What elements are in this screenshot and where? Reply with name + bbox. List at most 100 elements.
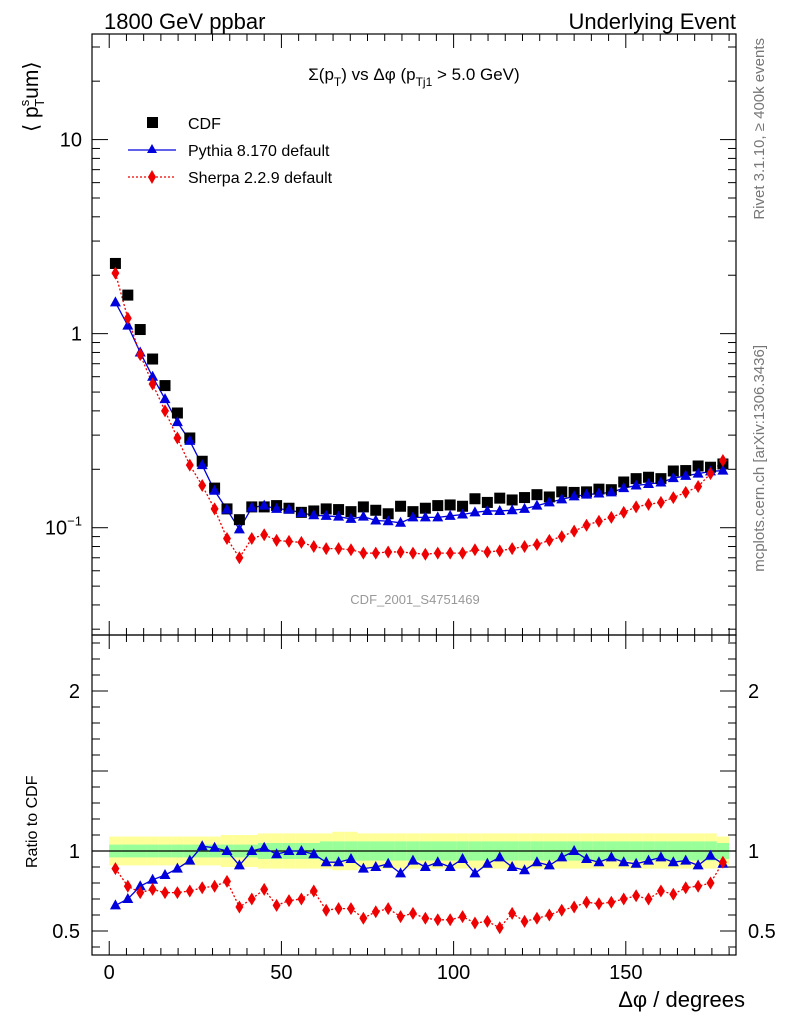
ratio-y-axis-label: Ratio to CDF — [24, 775, 41, 868]
ratio-point-sherpa — [607, 895, 616, 909]
ratio-point-pythia — [295, 845, 307, 855]
ratio-point-sherpa — [123, 879, 132, 893]
data-point-cdf — [159, 380, 171, 392]
ratio-point-sherpa — [173, 886, 182, 900]
data-point-pythia — [655, 476, 667, 487]
ratio-point-sherpa — [384, 902, 393, 916]
ratio-point-sherpa — [161, 886, 170, 900]
data-point-cdf — [531, 489, 543, 501]
data-point-sherpa — [309, 540, 318, 554]
ratio-point-sherpa — [346, 902, 355, 916]
data-point-sherpa — [495, 544, 504, 558]
ratio-point-pythia — [357, 862, 369, 873]
data-point-cdf — [134, 324, 146, 336]
data-point-pythia — [605, 486, 617, 497]
ratio-point-sherpa — [483, 914, 492, 928]
ratio-point-pythia — [395, 867, 407, 878]
legend-marker-cdf — [147, 117, 158, 128]
data-point-sherpa — [570, 524, 579, 538]
ratio-point-sherpa — [632, 889, 641, 903]
data-point-cdf — [444, 499, 456, 511]
y-tick-label: 10−1 — [45, 514, 82, 540]
data-point-sherpa — [545, 533, 554, 547]
ratio-point-pythia — [605, 851, 617, 862]
ratio-point-pythia — [184, 854, 196, 865]
ratio-plot-series — [109, 840, 729, 935]
ratio-point-sherpa — [297, 892, 306, 906]
ratio-point-pythia — [171, 862, 183, 873]
ratio-point-sherpa — [644, 892, 653, 906]
data-point-sherpa — [656, 495, 665, 509]
data-point-pythia — [667, 472, 679, 483]
ratio-point-pythia — [122, 893, 134, 903]
data-point-sherpa — [470, 543, 479, 557]
data-point-pythia — [258, 499, 270, 510]
data-point-cdf — [643, 471, 655, 483]
ratio-point-pythia — [494, 851, 506, 862]
ratio-point-pythia — [159, 869, 171, 879]
title-part-end: > 5.0 GeV) — [432, 65, 519, 84]
ylabel-sup: s — [17, 99, 32, 106]
data-point-pythia — [233, 523, 245, 534]
data-point-cdf — [630, 473, 642, 485]
data-point-pythia — [630, 479, 642, 490]
data-point-cdf — [320, 503, 332, 515]
main-plot-ticks — [91, 34, 736, 635]
data-point-cdf — [395, 500, 407, 512]
series-line-sherpa — [114, 272, 724, 559]
main-plot-series — [109, 257, 729, 565]
ratio-point-sherpa — [210, 879, 219, 893]
ylabel-sub: T — [32, 99, 47, 107]
data-point-pythia — [407, 511, 419, 522]
ratio-point-sherpa — [433, 913, 442, 927]
ratio-point-pythia — [581, 853, 593, 863]
ratio-point-pythia — [258, 841, 270, 852]
data-point-sherpa — [136, 348, 145, 362]
legend-label-pythia: Pythia 8.170 default — [188, 143, 330, 160]
data-point-cdf — [457, 500, 469, 512]
ratio-point-pythia — [680, 854, 692, 865]
data-point-sherpa — [161, 404, 170, 418]
ratio-point-pythia — [320, 856, 332, 867]
ratio-point-pythia — [543, 859, 555, 870]
x-tick-label: 0 — [104, 962, 115, 984]
ratio-point-sherpa — [185, 884, 194, 898]
ratio-point-sherpa — [458, 910, 467, 924]
data-point-cdf — [233, 514, 245, 526]
data-point-pythia — [395, 516, 407, 527]
ratio-point-sherpa — [136, 886, 145, 900]
data-point-pythia — [196, 459, 208, 470]
data-point-pythia — [680, 469, 692, 480]
ratio-point-pythia — [519, 864, 531, 875]
header-right: Underlying Event — [568, 9, 736, 34]
ratio-point-sherpa — [148, 882, 157, 896]
data-point-sherpa — [371, 546, 380, 560]
data-point-cdf — [382, 508, 394, 520]
ratio-point-sherpa — [669, 887, 678, 901]
data-point-pythia — [357, 510, 369, 521]
data-point-sherpa — [421, 547, 430, 561]
legend-marker-sherpa — [148, 170, 156, 184]
data-point-sherpa — [396, 545, 405, 559]
data-point-sherpa — [408, 546, 417, 560]
data-point-sherpa — [458, 546, 467, 560]
ratio-line-sherpa — [114, 861, 724, 929]
data-point-pythia — [506, 504, 518, 515]
ratio-point-sherpa — [272, 898, 281, 912]
data-point-sherpa — [446, 546, 455, 560]
ylabel-open: ⟨ p — [20, 106, 43, 132]
ratio-point-pythia — [345, 853, 357, 863]
data-point-pythia — [184, 434, 196, 445]
data-point-pythia — [618, 482, 630, 493]
ratio-point-pythia — [457, 853, 469, 863]
ratio-point-pythia — [333, 856, 345, 867]
data-point-sherpa — [111, 266, 120, 280]
data-point-pythia — [469, 506, 481, 517]
ratio-point-pythia — [109, 899, 121, 910]
ratio-point-pythia — [692, 859, 704, 870]
ratio-y-tick-label-right: 1 — [748, 841, 759, 863]
x-axis-label: Δφ / degrees — [618, 987, 745, 1012]
data-point-pythia — [581, 488, 593, 499]
ratio-point-sherpa — [198, 881, 207, 895]
